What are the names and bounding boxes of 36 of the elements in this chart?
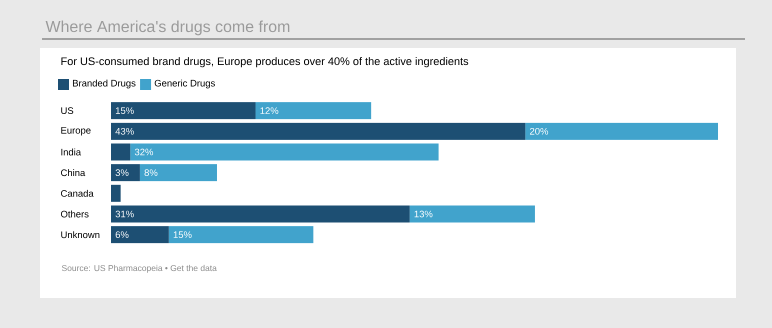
bar (111, 184, 121, 202)
data-label: 8% (144, 169, 158, 176)
y-tick-label: Europe (61, 127, 91, 136)
chart-subtitle: For US-consumed brand drugs, Europe produces over 40% of the active ingredients (61, 57, 468, 68)
bar (111, 122, 526, 140)
data-label: 43% (115, 128, 134, 135)
bar (111, 164, 140, 182)
data-label: 15% (116, 107, 134, 114)
data-label: 31% (116, 210, 134, 218)
bar (140, 164, 217, 182)
data-label: 15% (174, 231, 192, 238)
y-tick-label: US (61, 107, 74, 114)
bar (130, 143, 439, 160)
bar (111, 226, 169, 244)
bar (111, 206, 410, 222)
data-label: 3% (116, 169, 129, 176)
y-tick-label: India (61, 148, 82, 156)
chart-title: Where America's drugs come from (46, 20, 290, 36)
source-note: Source: US Pharmacopeia • Get the data (62, 264, 217, 273)
y-tick-label: Unknown (61, 231, 100, 238)
bar (168, 226, 314, 244)
bar (410, 206, 535, 222)
bar (525, 122, 718, 140)
y-tick-label: Canada (61, 190, 94, 197)
bar (111, 143, 130, 160)
bar (111, 102, 256, 120)
bar (256, 102, 372, 120)
data-label: 12% (260, 107, 278, 114)
data-label: 32% (134, 148, 154, 156)
y-tick-label: China (61, 169, 86, 176)
data-label: 20% (530, 128, 548, 135)
y-tick-label: Others (60, 210, 89, 218)
data-label: 13% (414, 210, 432, 218)
data-label: 6% (116, 231, 129, 238)
legend-label: Generic Drugs (154, 80, 215, 88)
legend-label: Branded Drugs (72, 80, 136, 88)
